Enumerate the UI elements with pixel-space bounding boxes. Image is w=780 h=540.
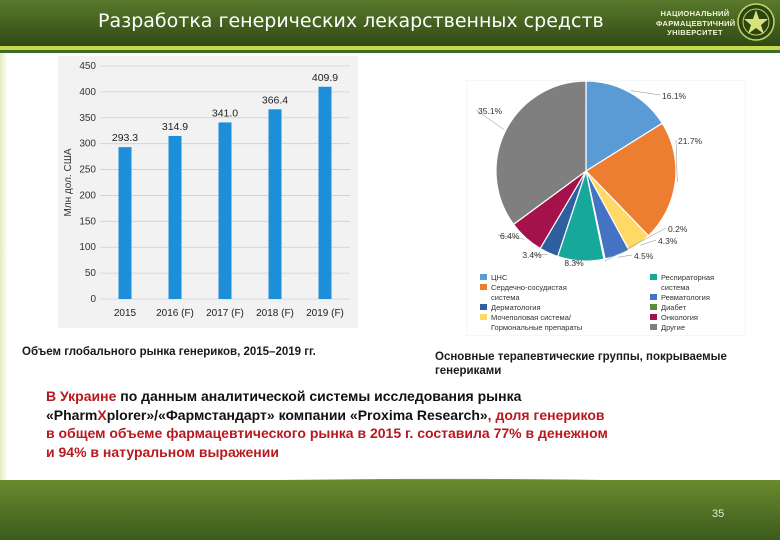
decorative-band (0, 53, 8, 540)
pie-leader-line (573, 261, 581, 264)
legend-swatch (650, 304, 657, 310)
pie-slice-label: 4.3% (658, 236, 678, 246)
y-tick-label: 150 (79, 216, 96, 227)
legend-label: Ревматология (661, 293, 710, 302)
pie-slice-label: 3.4% (522, 250, 542, 260)
therapeutic-groups-pie-chart: 16.1% 21.7% 4.3% 4.5% 0.2% 8.3% 3.4%6.4% 35.1% Ц… (466, 80, 746, 336)
logo-line: НАЦИОНАЛЬНИЙ (660, 9, 730, 18)
x-tick-label: 2018 (F) (256, 308, 294, 319)
logo-line: УНІВЕРСИТЕТ (667, 28, 723, 37)
legend-swatch (650, 294, 657, 300)
pie-leader-line (497, 234, 525, 240)
university-emblem-icon (737, 3, 775, 41)
y-tick-label: 300 (79, 139, 96, 150)
slide-title: Разработка генерических лекарственных ср… (98, 10, 604, 32)
pie-slice (585, 122, 677, 237)
pie-slice-label: 6.4% (500, 231, 520, 241)
pie-slice-label: 8.3% (564, 258, 584, 268)
header-bar: Разработка генерических лекарственных ср… (0, 0, 780, 46)
pie-slice-label: 16.1% (662, 91, 687, 101)
generic-market-bar-chart: 0 50 100 150 200 250 300 350 400 450 Млн дол. США 2… (58, 56, 358, 328)
bar-value-label: 293.3 (112, 132, 138, 144)
pie-slice-label: 0.2% (668, 224, 688, 234)
legend-label: система (491, 293, 520, 302)
y-axis-label: Млн дол. США (63, 148, 74, 216)
chart-background (58, 56, 358, 328)
pie-caption-line: Основные терапевтические группы, покрыва… (435, 351, 727, 363)
paragraph-line: в общем объеме фармацевтического рынка в… (46, 425, 608, 441)
legend-label: Онкология (661, 313, 698, 322)
pie-slice-label: 21.7% (678, 136, 703, 146)
paragraph-line: и 94% в натуральном выражении (46, 443, 279, 460)
paragraph-line: В Украине по данным аналитической систем… (46, 387, 706, 406)
pie-leader-line (675, 139, 678, 183)
pie-slice (495, 80, 587, 226)
header-stripe (0, 50, 780, 53)
y-tick-label: 250 (79, 165, 96, 176)
pie-leader-line (604, 227, 667, 262)
bar-chart-caption: Объем глобального рынка генериков, 2015–… (22, 346, 316, 358)
pie-leader-line (630, 90, 661, 96)
footer-bar (0, 480, 780, 540)
legend-label: Сердечно-сосудистая (491, 283, 567, 292)
y-tick-label: 200 (79, 190, 96, 201)
legend-label: Дерматология (491, 303, 541, 312)
x-tick-label: 2016 (F) (156, 308, 194, 319)
legend-label: Гормональные препараты (491, 323, 582, 332)
pie-slice-label: 4.5% (634, 251, 654, 261)
legend-swatch (480, 274, 487, 280)
x-tick-label: 2017 (F) (206, 308, 244, 319)
paragraph-text: по данным аналитической системы исследов… (116, 388, 522, 404)
y-tick-label: 0 (90, 294, 96, 305)
pie-leader-line (617, 254, 633, 258)
paragraph-text: plorer»/«Фармстандарт» компании «Proxima… (106, 406, 488, 423)
legend-swatch (650, 314, 657, 320)
x-tick-label: 2019 (F) (306, 308, 344, 319)
x-tick-label: 2015 (114, 308, 137, 319)
legend-label: ЦНС (491, 273, 508, 282)
bar (318, 86, 332, 300)
university-logo-text: НАЦИОНАЛЬНИЙ ФАРМАЦЕВТИЧНИЙ УНІВЕРСИТЕТ (656, 9, 736, 38)
legend-label: Мочеполовая система/ (491, 313, 572, 322)
bar (218, 122, 232, 299)
legend-swatch (480, 304, 487, 310)
bar (168, 135, 182, 299)
pie-chart-caption: Основные терапевтические группы, покрыва… (435, 350, 780, 378)
paragraph-line: «PharmXplorer»/«Фармстандарт» компании «… (46, 406, 706, 425)
pie-caption-line: генериками (435, 365, 502, 377)
legend-label: Респираторная (661, 273, 714, 282)
highlight-text: , доля генериков (487, 406, 605, 423)
legend-label: Другие (661, 323, 685, 332)
pie-slice-label: 35.1% (478, 106, 503, 116)
page-number: 35 (712, 508, 725, 520)
legend-label: Диабет (661, 303, 687, 312)
y-tick-label: 50 (85, 268, 97, 279)
bar-value-label: 314.9 (162, 121, 188, 133)
ukraine-generics-paragraph: В Украине по данным аналитической систем… (46, 387, 706, 461)
highlight-text: В Украине (46, 388, 117, 404)
bar-value-label: 409.9 (312, 72, 338, 84)
bar-value-label: 341.0 (212, 107, 238, 119)
bar (118, 147, 132, 299)
logo-line: ФАРМАЦЕВТИЧНИЙ (656, 18, 736, 28)
pie-leader-line (531, 253, 548, 255)
legend-swatch (480, 284, 487, 290)
y-tick-label: 100 (79, 242, 96, 253)
pie-leader-line (475, 109, 505, 130)
y-tick-label: 400 (79, 87, 96, 98)
pie-slice (585, 80, 664, 173)
highlight-text: X (97, 406, 107, 423)
paragraph-text: «Pharm (46, 406, 98, 423)
legend-swatch (650, 274, 657, 280)
legend-label: система (661, 283, 690, 292)
bar-value-label: 366.4 (262, 94, 288, 106)
pie-leader-line (640, 239, 657, 246)
legend-swatch (480, 314, 487, 320)
legend-swatch (650, 324, 657, 330)
header-stripe (0, 46, 780, 50)
y-tick-label: 450 (79, 61, 96, 72)
bar (268, 109, 282, 299)
y-tick-label: 350 (79, 113, 96, 124)
